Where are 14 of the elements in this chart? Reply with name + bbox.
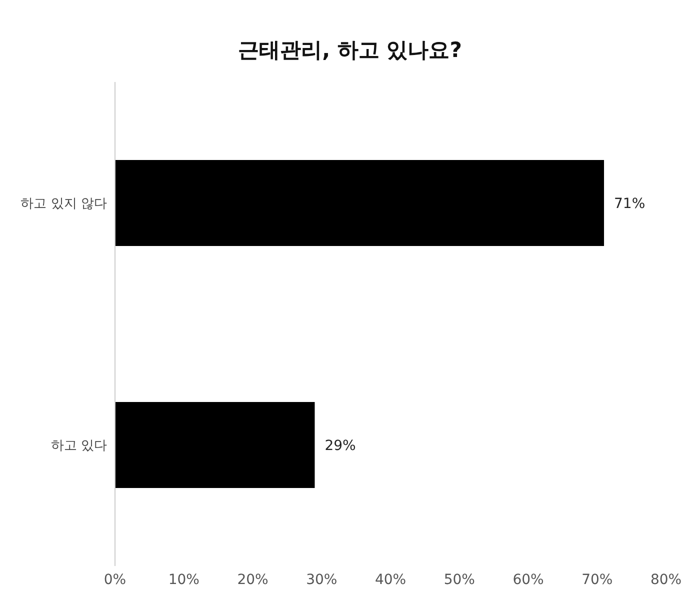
x-tick-label: 60% <box>512 572 544 588</box>
y-tick-label: 하고 있지 않다 <box>20 196 107 212</box>
chart-title: 근태관리, 하고 있나요? <box>237 37 463 64</box>
data-label: 71% <box>614 196 646 212</box>
x-tick-label: 50% <box>444 572 475 588</box>
x-tick-label: 80% <box>650 572 682 588</box>
x-tick-label: 20% <box>237 572 268 588</box>
x-tick-label: 10% <box>168 572 200 588</box>
x-tick-label: 40% <box>374 572 406 588</box>
x-tick-label: 70% <box>582 572 613 588</box>
y-tick-label: 하고 있다 <box>50 438 107 454</box>
data-label: 29% <box>324 438 356 454</box>
x-tick-label: 30% <box>306 572 338 588</box>
x-tick-label: 0% <box>104 572 126 588</box>
